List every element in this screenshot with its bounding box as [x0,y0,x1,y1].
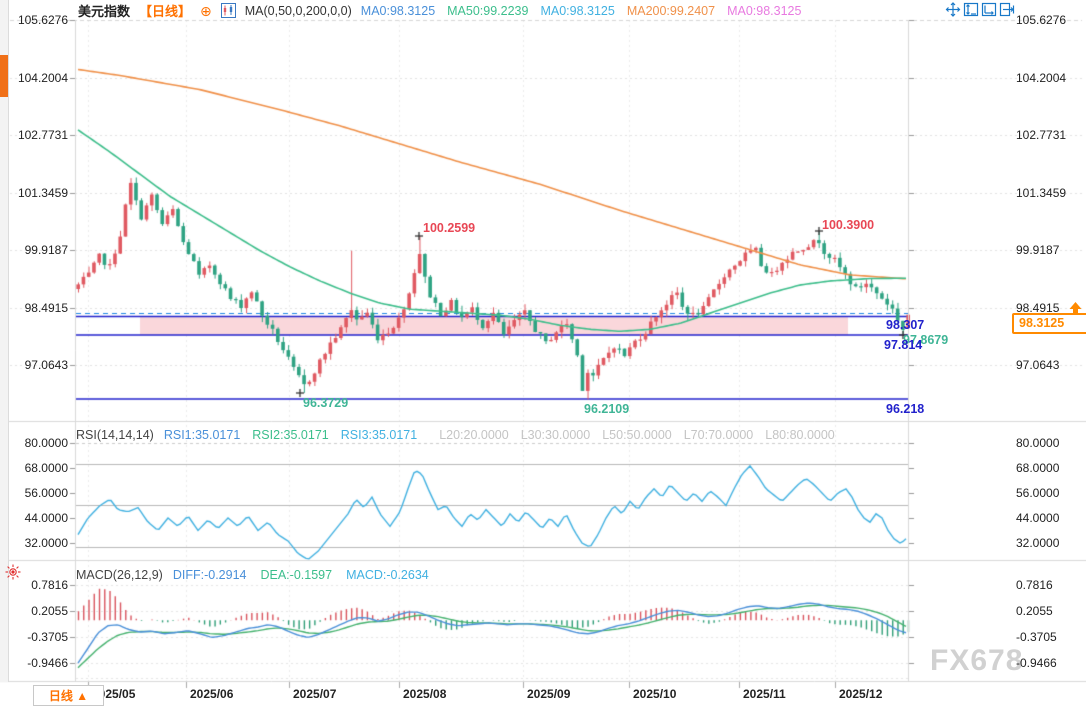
ma-value: MA0:98.3125 [540,3,615,18]
macd-axis-label: 0.2055 [31,603,68,618]
ma-value: MA0:98.3125 [360,3,436,18]
date-axis-label: 2025/10 [633,687,677,701]
macd-axis-label: -0.3705 [27,629,68,644]
current-price-value: 98.3125 [1019,316,1065,330]
rsi-level-labels: L20:20.0000 L30:30.0000 L50:50.0000 L70:70.… [439,428,847,442]
price-axis-label: 98.4915 [24,300,68,315]
macd-axis-label: -0.9466 [27,655,68,670]
price-axis-label: 104.2004 [1016,70,1067,85]
left-sidebar-strip[interactable] [0,0,9,682]
ma-value: MA50:99.2239 [447,3,529,18]
axis-scale-y-icon[interactable] [963,2,979,17]
date-axis-label: 2025/09 [527,687,571,701]
rsi-axis-label: 44.0000 [24,510,68,525]
macd-axis-label: 0.7816 [1016,577,1053,592]
price-annotation: 100.3900 [822,218,875,232]
price-axis-label: 98.4915 [1016,300,1060,315]
rsi-axis-label: 68.0000 [1016,460,1060,475]
sidebar-scroll-indicator [0,55,8,97]
rsi-legend-values: RSI1:35.0171 RSI2:35.0171 RSI3:35.0171 [164,428,429,442]
date-axis-label: 2025/06 [190,687,234,701]
price-annotation: 96.3729 [303,396,349,410]
ma-legend-values: MA0:98.3125 MA50:99.2239 MA0:98.3125 MA200:… [361,4,814,18]
macd-value: MACD:-0.2634 [346,568,429,582]
date-axis-label: 2025/07 [293,687,337,701]
rsi-axis-label: 32.0000 [1016,535,1060,550]
ma-value: MA200:99.2407 [626,3,716,18]
price-axis-label: 101.3459 [1016,185,1067,200]
date-axis-label: 2025/12 [839,687,883,701]
price-axis-label: 97.0643 [24,358,68,372]
price-axis-label: 99.9187 [24,243,68,257]
macd-settings-label: MACD(26,12,9) [76,568,163,582]
rsi-level-label: L80:80.0000 [765,428,835,442]
jump-to-latest-icon[interactable] [999,2,1015,17]
macd-value: DEA:-0.1597 [260,568,333,582]
price-annotation: 98.307 [886,318,925,332]
watermark: FX678 [930,644,1024,677]
rsi-value: RSI1:35.0171 [163,428,241,442]
macd-axis-label: 0.2055 [1016,603,1053,618]
rsi-axis-label: 80.0000 [24,436,68,450]
chart-header: 美元指数 【日线】 ⊕ MA(0,50,0,200,0,0) MA0:98.312… [78,2,813,19]
rsi-axis-label: 80.0000 [1016,436,1060,450]
chart-toolbar [945,2,1015,17]
macd-axis-label: 0.7816 [31,577,68,592]
price-axis-label: 99.9187 [1016,243,1060,257]
price-annotation: 96.2109 [584,402,630,416]
rsi-level-label: L20:20.0000 [439,428,509,442]
ma-value: MA0:98.3125 [727,3,802,18]
rsi-header: RSI(14,14,14) RSI1:35.0171 RSI2:35.0171 RS… [76,427,847,443]
price-annotation: 97.8679 [903,333,949,347]
add-indicator-icon[interactable]: ⊕ [200,2,212,19]
ma-settings-label: MA(0,50,0,200,0,0) [244,3,352,18]
macd-legend-values: DIFF:-0.2914 DEA:-0.1597 MACD:-0.2634 [173,568,443,582]
rsi-value: RSI2:35.0171 [252,428,329,442]
rsi-level-label: L30:30.0000 [520,428,591,442]
price-axis-label: 102.7731 [17,128,68,142]
rsi-settings-label: RSI(14,14,14) [76,428,154,442]
macd-axis-label: -0.3705 [1016,629,1057,644]
price-axis-label: 102.7731 [1016,128,1067,142]
rsi-level-label: L50:50.0000 [602,428,672,442]
price-axis-label: 105.6276 [17,13,68,27]
price-annotation: 97.814 [884,338,923,352]
price-up-arrow-icon [1069,302,1082,315]
axis-scale-x-icon[interactable] [981,2,997,17]
rsi-axis-label: 68.0000 [24,460,68,475]
price-axis-label: 104.2004 [17,70,68,85]
macd-axis-label: -0.9466 [1016,655,1057,670]
price-axis-label: 105.6276 [1016,13,1067,27]
rsi-axis-label: 44.0000 [1016,510,1060,525]
timeframe-selector-button[interactable]: 日线 ▲ [33,685,104,706]
current-price-box: 98.3125 [1012,313,1086,334]
price-annotation: 96.218 [886,402,925,416]
price-axis-label: 97.0643 [1016,358,1060,372]
macd-value: DIFF:-0.2914 [172,568,247,582]
pan-icon[interactable] [945,2,961,17]
rsi-value: RSI3:35.0171 [340,428,418,442]
indicator-settings-icon[interactable] [4,563,22,581]
rsi-level-label: L70:70.0000 [683,428,754,442]
price-axis-label: 101.3459 [17,185,68,200]
macd-header: MACD(26,12,9) DIFF:-0.2914 DEA:-0.1597 MAC… [76,567,443,583]
price-annotation: 100.2599 [423,221,476,235]
date-axis-label: 2025/08 [403,687,447,701]
candlestick-chart-icon[interactable] [220,3,236,18]
rsi-axis-label: 56.0000 [1016,485,1060,500]
date-axis-label: 2025/11 [743,687,786,701]
rsi-axis-label: 56.0000 [24,485,68,500]
symbol-title: 美元指数 [78,4,131,19]
timeframe-label: 【日线】 [139,4,192,19]
rsi-axis-label: 32.0000 [24,535,68,550]
